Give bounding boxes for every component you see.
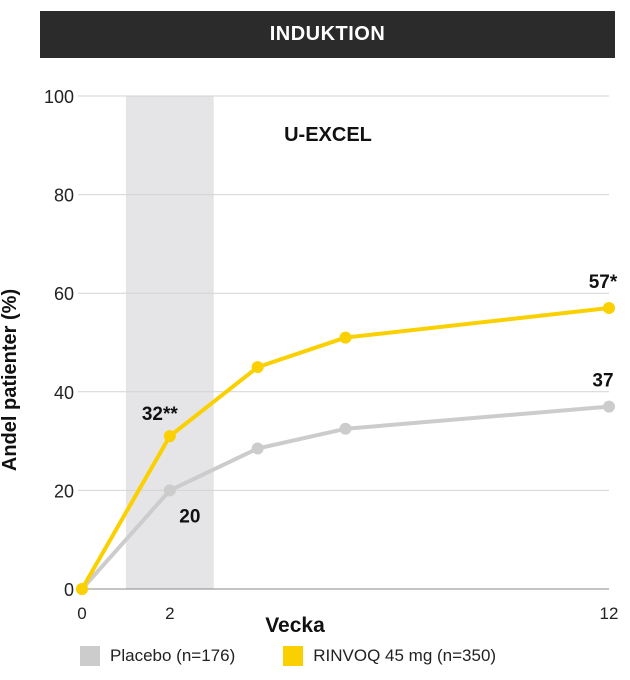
series-point-0 xyxy=(339,422,352,435)
series-point-1 xyxy=(251,361,264,374)
x-tick-label: 12 xyxy=(600,604,619,623)
y-axis-label: Andel patienter (%) xyxy=(0,289,21,471)
chart-title: U-EXCEL xyxy=(284,124,372,146)
series-point-1 xyxy=(339,331,352,344)
header-bar: INDUKTION xyxy=(40,11,615,58)
data-label: 32** xyxy=(142,404,179,425)
legend-swatch-placebo xyxy=(80,646,100,666)
legend: Placebo (n=176) RINVOQ 45 mg (n=350) xyxy=(80,646,544,666)
series-point-1 xyxy=(603,301,615,314)
y-tick-label: 40 xyxy=(54,383,74,403)
x-axis-label: Vecka xyxy=(265,614,325,637)
series-point-0 xyxy=(163,484,176,497)
series-point-0 xyxy=(603,400,615,413)
data-label: 37 xyxy=(592,371,613,392)
y-tick-label: 100 xyxy=(44,87,74,107)
legend-item-rinvoq: RINVOQ 45 mg (n=350) xyxy=(283,646,496,666)
series-point-1 xyxy=(163,430,176,443)
data-label: 57* xyxy=(589,272,618,293)
legend-item-placebo: Placebo (n=176) xyxy=(80,646,235,666)
header-title: INDUKTION xyxy=(269,23,386,45)
series-point-1 xyxy=(76,583,88,595)
y-tick-label: 20 xyxy=(54,481,74,501)
x-tick-label: 2 xyxy=(165,604,174,623)
legend-label-placebo: Placebo (n=176) xyxy=(110,646,236,665)
legend-label-rinvoq: RINVOQ 45 mg (n=350) xyxy=(313,646,497,665)
series-point-0 xyxy=(251,442,264,455)
y-tick-label: 60 xyxy=(54,284,74,304)
shaded-region xyxy=(125,96,214,589)
data-label: 20 xyxy=(179,506,200,527)
legend-swatch-rinvoq xyxy=(283,646,304,666)
y-tick-label: 0 xyxy=(64,580,74,600)
y-tick-label: 80 xyxy=(54,186,74,206)
x-tick-label: 0 xyxy=(77,604,86,623)
